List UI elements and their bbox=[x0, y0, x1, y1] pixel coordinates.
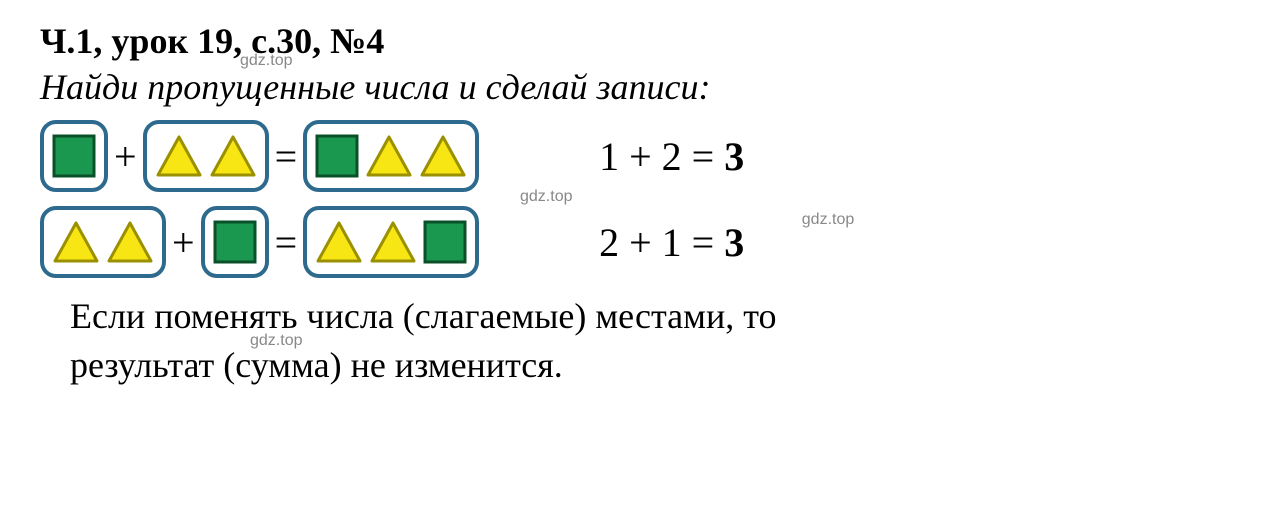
square-icon bbox=[52, 134, 96, 178]
equation-1-rhs: 3 bbox=[724, 134, 744, 179]
group-mid-1 bbox=[143, 120, 269, 192]
watermark-explain: gdz.top bbox=[250, 330, 302, 352]
equals-sign-2: = bbox=[275, 219, 298, 266]
triangle-icon bbox=[52, 220, 100, 264]
triangle-icon bbox=[106, 220, 154, 264]
group-left-1 bbox=[40, 120, 108, 192]
triangle-icon bbox=[369, 220, 417, 264]
shape-row-2: + = 2 + 1 = 3 gdz.top bbox=[40, 206, 1247, 278]
square-icon bbox=[213, 220, 257, 264]
group-left-2 bbox=[40, 206, 166, 278]
equation-1: 1 + 2 = 3 bbox=[599, 133, 744, 180]
shape-row-1: + = 1 + 2 = 3 bbox=[40, 120, 1247, 192]
equation-2: 2 + 1 = 3 gdz.top bbox=[599, 219, 744, 266]
instruction-text: gdz.top Найди пропущенные числа и сделай… bbox=[40, 66, 1247, 108]
plus-sign-1: + bbox=[114, 133, 137, 180]
triangle-icon bbox=[315, 220, 363, 264]
equation-2-rhs: 3 bbox=[724, 220, 744, 265]
watermark-under-title: gdz.top bbox=[240, 52, 292, 70]
triangle-icon bbox=[419, 134, 467, 178]
title-text: Ч.1, урок 19, с.30, №4 bbox=[40, 21, 384, 61]
watermark-mid: gdz.top bbox=[520, 188, 572, 206]
equation-2-lhs: 2 + 1 = bbox=[599, 220, 724, 265]
triangle-icon bbox=[365, 134, 413, 178]
square-icon bbox=[315, 134, 359, 178]
group-right-2 bbox=[303, 206, 479, 278]
instruction-content: Найди пропущенные числа и сделай записи: bbox=[40, 67, 710, 107]
group-right-1 bbox=[303, 120, 479, 192]
watermark-eq2: gdz.top bbox=[802, 211, 854, 229]
explanation-line2: результат (сумма) не изменится. bbox=[70, 345, 563, 385]
explanation-line1: Если поменять числа (слагаемые) местами,… bbox=[70, 296, 776, 336]
page-title: Ч.1, урок 19, с.30, №4 gdz.top bbox=[40, 20, 1247, 62]
square-icon bbox=[423, 220, 467, 264]
explanation: Если поменять числа (слагаемые) местами,… bbox=[40, 292, 1247, 389]
equals-sign-1: = bbox=[275, 133, 298, 180]
triangle-icon bbox=[155, 134, 203, 178]
triangle-icon bbox=[209, 134, 257, 178]
plus-sign-2: + bbox=[172, 219, 195, 266]
group-mid-2 bbox=[201, 206, 269, 278]
equation-1-lhs: 1 + 2 = bbox=[599, 134, 724, 179]
